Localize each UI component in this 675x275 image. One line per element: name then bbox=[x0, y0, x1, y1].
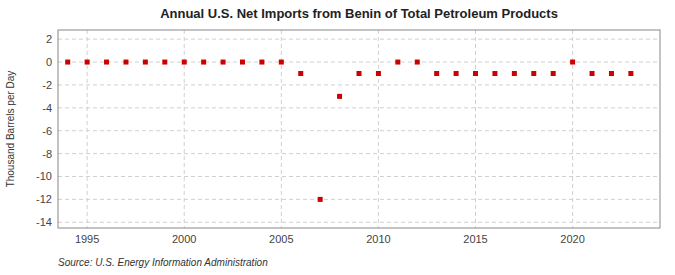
y-tick-label: -12 bbox=[36, 193, 52, 205]
point bbox=[143, 60, 148, 65]
point bbox=[279, 60, 284, 65]
annotation: Source: U.S. Energy Information Administ… bbox=[58, 257, 268, 268]
x-tick-label: 2020 bbox=[560, 233, 584, 245]
y-tick-label: 2 bbox=[46, 33, 52, 45]
x-tick-label: 2000 bbox=[172, 233, 196, 245]
chart-container: Annual U.S. Net Imports from Benin of To… bbox=[0, 0, 675, 275]
point bbox=[570, 60, 575, 65]
point bbox=[531, 71, 536, 76]
y-tick-label: -10 bbox=[36, 170, 52, 182]
point bbox=[628, 71, 633, 76]
point bbox=[376, 71, 381, 76]
point bbox=[259, 60, 264, 65]
point bbox=[162, 60, 167, 65]
x-tick-label: 2010 bbox=[366, 233, 390, 245]
points bbox=[65, 60, 633, 202]
point bbox=[590, 71, 595, 76]
point bbox=[512, 71, 517, 76]
y-tick-label: -14 bbox=[36, 216, 52, 228]
y-grid-line bbox=[58, 39, 660, 40]
y-grid-line bbox=[58, 176, 660, 177]
y-grid-line bbox=[58, 199, 660, 200]
y-grid-line bbox=[58, 222, 660, 223]
y-tick-label: -6 bbox=[42, 125, 52, 137]
point bbox=[395, 60, 400, 65]
point bbox=[318, 197, 323, 202]
chart: Annual U.S. Net Imports from Benin of To… bbox=[0, 0, 675, 275]
y-grid-line bbox=[58, 153, 660, 154]
y-tick-label: -8 bbox=[42, 148, 52, 160]
y-axis-label: Thousand Barrels per Day bbox=[5, 71, 16, 188]
point bbox=[182, 60, 187, 65]
point bbox=[104, 60, 109, 65]
point bbox=[240, 60, 245, 65]
y-grid-line bbox=[58, 84, 660, 85]
y-grid-line bbox=[58, 62, 660, 63]
grid bbox=[58, 30, 660, 228]
point bbox=[298, 71, 303, 76]
y-tick-label: 0 bbox=[46, 56, 52, 68]
point bbox=[201, 60, 206, 65]
point bbox=[454, 71, 459, 76]
point bbox=[609, 71, 614, 76]
y-tick-label: -4 bbox=[42, 102, 52, 114]
point bbox=[473, 71, 478, 76]
point bbox=[357, 71, 362, 76]
point bbox=[337, 94, 342, 99]
x-tick-label: 2015 bbox=[463, 233, 487, 245]
plot-frame bbox=[58, 30, 660, 228]
point bbox=[434, 71, 439, 76]
x-grid-line bbox=[475, 30, 476, 228]
x-grid-line bbox=[378, 30, 379, 228]
y-grid-line bbox=[58, 130, 660, 131]
point bbox=[221, 60, 226, 65]
point bbox=[123, 60, 128, 65]
y-tick-label: -2 bbox=[42, 79, 52, 91]
point bbox=[65, 60, 70, 65]
point bbox=[85, 60, 90, 65]
point bbox=[415, 60, 420, 65]
point bbox=[551, 71, 556, 76]
title: Annual U.S. Net Imports from Benin of To… bbox=[160, 6, 558, 21]
y-grid-line bbox=[58, 107, 660, 108]
point bbox=[492, 71, 497, 76]
x-tick-label: 2005 bbox=[269, 233, 293, 245]
x-tick-label: 1995 bbox=[75, 233, 99, 245]
